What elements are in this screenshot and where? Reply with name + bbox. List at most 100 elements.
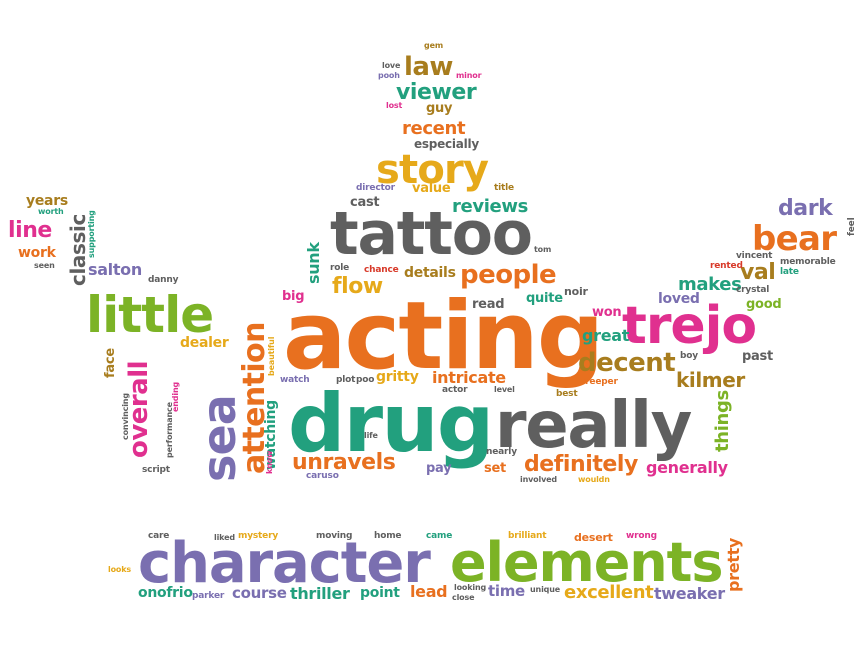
word-acting: acting (283, 282, 604, 391)
word-memorable: memorable (780, 257, 836, 267)
word-cast: cast (350, 195, 380, 210)
word-unravels: unravels (292, 450, 396, 475)
word-minor: minor (456, 71, 482, 80)
word-best: best (556, 389, 578, 399)
word-close: close (452, 593, 475, 602)
word-course: course (232, 584, 287, 602)
word-looking: looking (454, 583, 487, 592)
word-people: people (460, 260, 557, 290)
word-gem: gem (424, 41, 444, 50)
word-especially: especially (414, 137, 479, 151)
word-home: home (374, 531, 402, 541)
word-care: care (148, 531, 170, 541)
word-convincing: convincing (121, 393, 130, 440)
word-actor: actor (442, 385, 468, 395)
word-excellent: excellent (564, 582, 654, 603)
word-dealer: dealer (180, 335, 229, 351)
word-recent: recent (402, 118, 466, 139)
word-vincent: vincent (736, 251, 773, 261)
word-supporting: supporting (87, 210, 96, 258)
word-viewer: viewer (396, 80, 477, 105)
word-pay: pay (426, 461, 452, 476)
word-story: story (376, 147, 489, 193)
word-know: know (265, 450, 274, 474)
word-big: big (282, 289, 305, 304)
word-things: things (712, 390, 733, 452)
word-script: script (142, 465, 170, 475)
word-gritty: gritty (376, 369, 419, 385)
word-really: really (495, 389, 692, 463)
word-kilmer: kilmer (676, 368, 745, 392)
word-beautiful: beautiful (267, 336, 276, 376)
word-drug: drug (288, 377, 494, 470)
word-life: life (364, 431, 378, 440)
word-salton: salton (88, 260, 142, 279)
word-lost: lost (386, 101, 403, 110)
word-crystal: crystal (736, 285, 770, 295)
word-dark: dark (778, 196, 833, 221)
word-wouldn: wouldn (578, 475, 610, 484)
word-title: title (494, 183, 514, 193)
word-read: read (472, 297, 505, 312)
word-rented: rented (710, 261, 743, 271)
word-character: character (138, 531, 431, 596)
word-onofrio: onofrio (138, 585, 193, 601)
word-val: val (740, 260, 776, 285)
word-plot: plot (336, 375, 356, 385)
word-law: law (404, 52, 453, 82)
word-nearly: nearly (486, 447, 517, 457)
word-point: point (360, 585, 400, 601)
word-makes: makes (678, 274, 742, 295)
word-unique: unique (530, 585, 561, 594)
word-liked: liked (214, 533, 235, 542)
word-feel: feel (847, 217, 857, 237)
word-mystery: mystery (238, 531, 279, 541)
word-chance: chance (364, 265, 399, 275)
word-tattoo: tattoo (330, 199, 533, 269)
word-decent: decent (578, 348, 676, 378)
word-parker: parker (192, 591, 225, 601)
word-great: great (582, 326, 630, 345)
word-flow: flow (332, 274, 383, 299)
word-loved: loved (658, 291, 700, 307)
word-value: value (412, 181, 451, 196)
word-little: little (86, 286, 214, 344)
word-moving: moving (316, 531, 353, 541)
word-definitely: definitely (524, 452, 638, 477)
word-director: director (356, 183, 395, 193)
word-wrong: wrong (626, 531, 657, 541)
word-intricate: intricate (432, 368, 506, 387)
word-late: late (780, 267, 799, 277)
word-pooh: pooh (378, 71, 400, 80)
word-generally: generally (646, 458, 728, 477)
word-noir: noir (564, 285, 588, 298)
word-role: role (330, 263, 350, 273)
word-looks: looks (108, 565, 132, 574)
word-classic: classic (66, 214, 90, 286)
word-line: line (8, 218, 52, 243)
word-creeper: creeper (580, 377, 618, 387)
word-sea: sea (192, 395, 246, 482)
word-reviews: reviews (452, 196, 529, 217)
word-past: past (742, 349, 773, 364)
word-caruso: caruso (306, 471, 339, 481)
word-work: work (18, 245, 56, 261)
word-trejo: trejo (622, 296, 757, 356)
word-tom: tom (534, 245, 552, 254)
word-won: won (592, 305, 622, 320)
word-involved: involved (520, 475, 557, 484)
word-elements: elements (450, 531, 724, 594)
word-thriller: thriller (290, 584, 350, 603)
word-time: time (488, 582, 525, 600)
word-worth: worth (38, 207, 64, 216)
word-came: came (426, 531, 453, 541)
word-boy: boy (680, 351, 698, 361)
word-good: good (746, 297, 782, 312)
word-desert: desert (574, 531, 613, 544)
word-poo: poo (356, 375, 375, 385)
word-pretty: pretty (724, 537, 743, 592)
word-love: love (382, 61, 401, 70)
word-performance: performance (165, 402, 174, 458)
word-watch: watch (280, 375, 310, 385)
